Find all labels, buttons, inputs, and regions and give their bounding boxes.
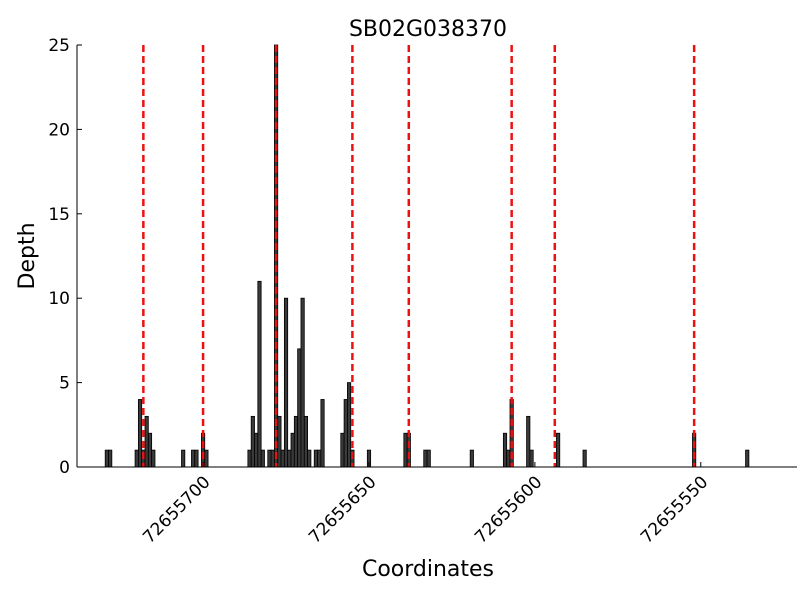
bar: [191, 449, 196, 468]
bar: [582, 449, 587, 468]
x-tick-label: 72655550: [637, 472, 712, 547]
x-tick-label: 72655700: [139, 472, 214, 547]
bar: [257, 280, 262, 468]
bar: [181, 449, 186, 468]
bar: [283, 297, 289, 468]
bar: [137, 399, 143, 468]
bar: [254, 432, 259, 468]
bar: [529, 449, 534, 468]
bar: [144, 415, 149, 468]
bar: [147, 432, 153, 468]
bar: [347, 382, 352, 468]
bar: [270, 449, 275, 468]
bar: [287, 449, 292, 468]
bar: [745, 449, 750, 468]
bar: [204, 449, 209, 468]
x-axis-label: Coordinates: [362, 557, 494, 582]
bar: [247, 449, 252, 468]
bar: [290, 432, 295, 468]
bar: [300, 297, 305, 468]
bar: [267, 449, 272, 468]
bar: [293, 415, 299, 468]
bar: [506, 449, 511, 468]
bar: [340, 432, 345, 468]
bar: [260, 449, 265, 468]
bar: [343, 399, 348, 468]
y-axis-label: Depth: [15, 222, 40, 289]
y-tick-label: 25: [48, 36, 70, 56]
bar: [108, 449, 113, 468]
bar: [692, 432, 697, 468]
bar: [556, 432, 561, 468]
y-tick-label: 0: [59, 458, 70, 478]
bar: [320, 399, 325, 468]
bar: [151, 449, 156, 468]
bar: [250, 415, 255, 468]
y-tick-label: 20: [48, 120, 70, 140]
bar: [502, 432, 508, 468]
chart-title: SB02G038370: [349, 17, 507, 42]
bar: [313, 449, 318, 468]
bar: [104, 449, 109, 468]
bar: [297, 348, 302, 468]
bar: [201, 432, 206, 468]
y-tick-label: 5: [59, 374, 70, 394]
bar: [426, 449, 431, 468]
bar: [134, 449, 139, 468]
bar: [303, 415, 308, 468]
bar: [280, 449, 285, 468]
bar: [406, 432, 411, 468]
x-tick-label: 72655600: [471, 472, 546, 547]
bar: [526, 415, 531, 468]
x-tick-label: 72655650: [305, 472, 380, 547]
bar: [307, 449, 312, 468]
bar: [469, 449, 474, 468]
bar: [403, 432, 408, 468]
bar: [194, 449, 199, 468]
bar: [277, 415, 282, 468]
bar: [423, 449, 428, 468]
bar: [317, 449, 322, 468]
y-tick-label: 10: [48, 289, 70, 309]
y-tick-label: 15: [48, 205, 70, 225]
